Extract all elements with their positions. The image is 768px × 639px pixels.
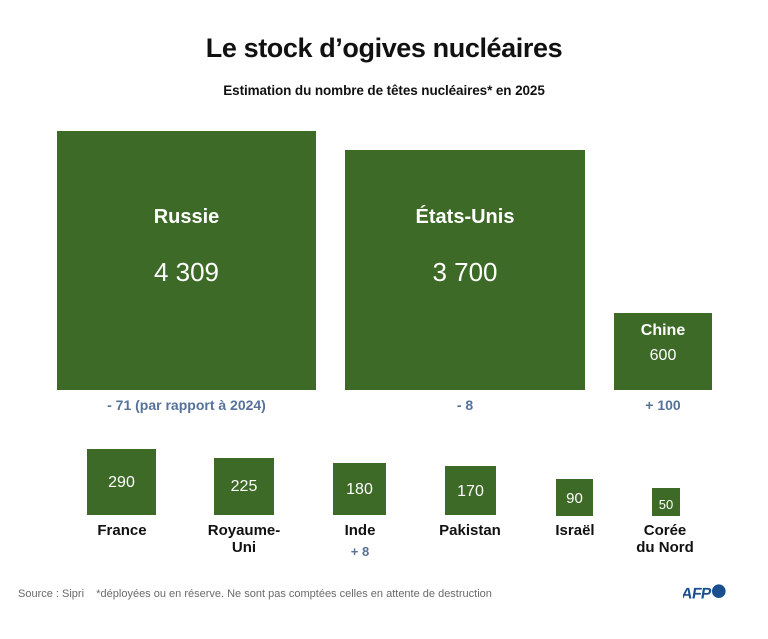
svg-text:AFP: AFP	[683, 586, 712, 603]
